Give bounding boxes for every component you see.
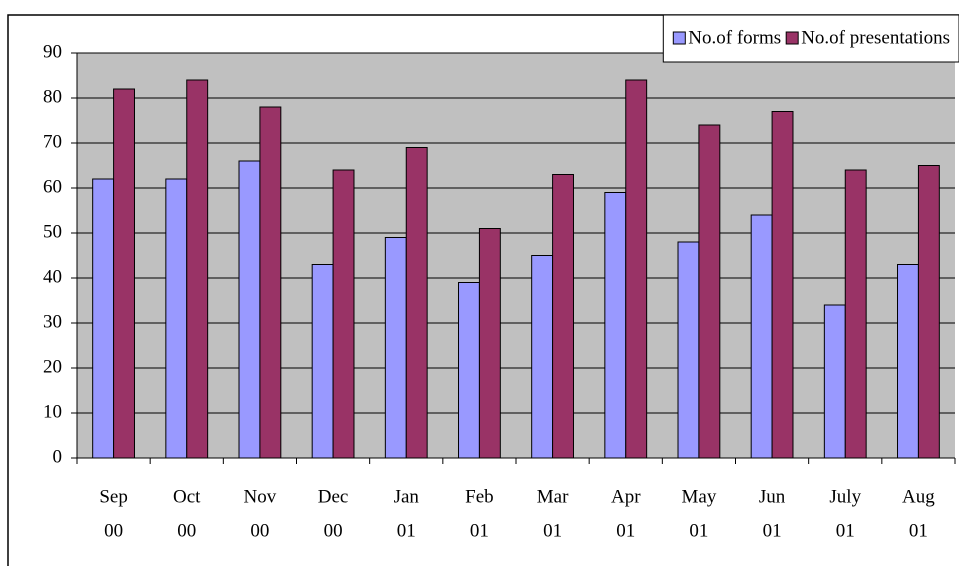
- bar: [625, 79, 648, 459]
- bar: [332, 169, 355, 459]
- y-tick-label: 70: [43, 131, 62, 152]
- x-tick-label: July: [829, 486, 861, 507]
- bar: [458, 282, 480, 459]
- y-tick-label: 20: [43, 356, 62, 377]
- x-tick-label: 01: [616, 520, 635, 541]
- x-tick-label: Feb: [465, 486, 494, 507]
- bar: [165, 178, 188, 459]
- bar: [311, 264, 334, 459]
- bar: [917, 165, 940, 459]
- x-tick-label: Dec: [318, 486, 349, 507]
- bar: [823, 304, 846, 459]
- x-tick-label: 00: [324, 520, 343, 541]
- bar: [750, 214, 773, 459]
- bar: [186, 79, 209, 459]
- x-tick-label: Nov: [244, 486, 277, 507]
- x-tick-label: 00: [177, 520, 196, 541]
- bar: [92, 178, 115, 459]
- x-tick-label: 00: [104, 520, 123, 541]
- legend-swatch: [785, 31, 799, 45]
- x-tick-label: Oct: [173, 486, 201, 507]
- y-tick-label: 10: [43, 401, 62, 422]
- bar: [405, 147, 428, 459]
- bar: [259, 106, 282, 459]
- plot-area: [77, 53, 955, 458]
- bar: [677, 241, 700, 459]
- x-tick-label: 01: [763, 520, 782, 541]
- legend-box: [662, 14, 959, 63]
- y-tick-label: 50: [43, 221, 62, 242]
- x-tick-label: Sep: [99, 486, 128, 507]
- x-tick-label: 01: [470, 520, 489, 541]
- x-tick-label: Apr: [611, 486, 641, 507]
- bar: [478, 228, 501, 459]
- x-tick-label: 01: [543, 520, 562, 541]
- x-tick-label: Jan: [394, 486, 420, 507]
- x-tick-label: 01: [836, 520, 855, 541]
- y-tick-label: 40: [43, 266, 62, 287]
- x-tick-label: Jun: [759, 486, 786, 507]
- y-tick-label: 60: [43, 176, 62, 197]
- x-tick-label: 01: [397, 520, 416, 541]
- x-tick-label: 00: [250, 520, 269, 541]
- bar: [771, 111, 794, 459]
- x-tick-label: 01: [909, 520, 928, 541]
- y-tick-label: 30: [43, 311, 62, 332]
- bar: [698, 124, 721, 459]
- bar: [604, 192, 627, 459]
- bar: [531, 255, 554, 459]
- legend-label: No.of forms: [688, 27, 781, 48]
- y-tick-label: 0: [53, 446, 63, 467]
- bar: [113, 88, 135, 459]
- x-tick-label: Mar: [537, 486, 569, 507]
- x-tick-label: Aug: [902, 486, 935, 507]
- y-tick-label: 90: [43, 41, 62, 62]
- bar: [384, 237, 407, 459]
- x-tick-label: May: [682, 486, 717, 507]
- legend: No.of forms No.of presentations: [662, 14, 959, 63]
- bar: [238, 160, 261, 459]
- x-tick-label: 01: [689, 520, 708, 541]
- bar: [844, 169, 867, 459]
- legend-swatch: [672, 31, 686, 45]
- bar: [897, 264, 919, 459]
- y-tick-label: 80: [43, 86, 62, 107]
- bar: [552, 174, 574, 459]
- legend-label: No.of presentations: [801, 27, 950, 48]
